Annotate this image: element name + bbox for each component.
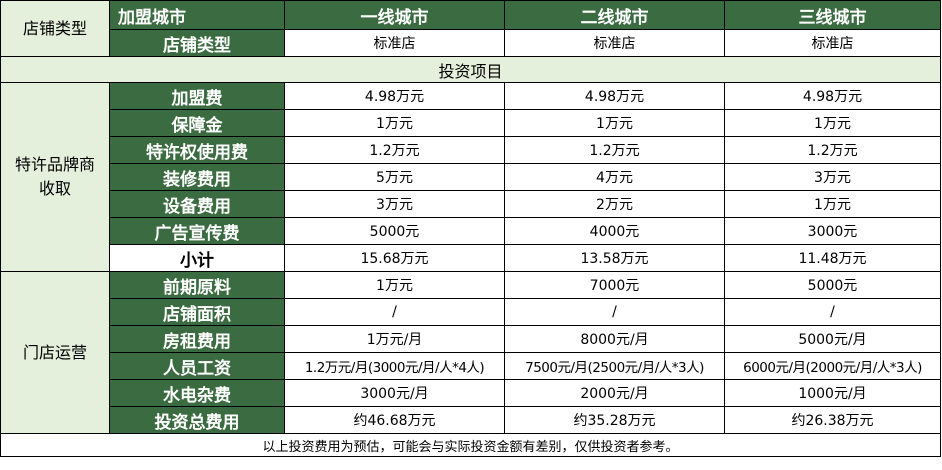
cell-tier-3: 3万元 [724, 163, 941, 191]
cell-tier-2: / [504, 298, 725, 326]
cell-tier-2: 7500元/月(2500元/月/人*3人) [504, 352, 725, 380]
group-label-store-operation: 门店运营 [0, 271, 110, 434]
cell-tier-3: 1万元 [724, 109, 941, 137]
cell-tier-1: 4.98万元 [284, 82, 505, 110]
city-tier-1: 一线城市 [284, 0, 505, 30]
cell-tier-1: 1万元/月 [284, 325, 505, 353]
footnote-row: 以上投资费用为预估，可能会与实际投资金额有差别，仅供投资者参考。 [0, 433, 941, 457]
row-label: 投资总费用 [109, 406, 285, 434]
cell-tier-1: 约46.68万元 [284, 406, 505, 434]
cell-tier-2: 2万元 [504, 190, 725, 218]
cell-tier-3: / [724, 298, 941, 326]
row-label: 装修费用 [109, 163, 285, 191]
cell-tier-1: 1万元 [284, 271, 505, 299]
table-row-store-area: 店铺面积 / / / [1, 298, 941, 326]
row-label: 设备费用 [109, 190, 285, 218]
investment-table: 店铺类型 加盟城市 一线城市 二线城市 三线城市 店铺类型 标准店 标准店 标准… [0, 0, 941, 457]
row-label: 保障金 [109, 109, 285, 137]
cell-tier-2: 1万元 [504, 109, 725, 137]
cell-tier-2: 4.98万元 [504, 82, 725, 110]
footnote: 以上投资费用为预估，可能会与实际投资金额有差别，仅供投资者参考。 [0, 433, 941, 457]
cell-tier-3: 约26.38万元 [724, 406, 941, 434]
table-row-decoration: 装修费用 5万元 4万元 3万元 [1, 163, 941, 191]
cell-tier-1: / [284, 298, 505, 326]
side-label-store-type: 店铺类型 [0, 0, 110, 57]
cell-tier-2: 4万元 [504, 163, 725, 191]
section-row: 投资项目 [0, 56, 941, 83]
table-row-total: 投资总费用 约46.68万元 约35.28万元 约26.38万元 [1, 406, 941, 434]
cell-tier-2: 1.2万元 [504, 136, 725, 164]
row-label: 店铺面积 [109, 298, 285, 326]
row-label: 广告宣传费 [109, 217, 285, 245]
cell-tier-1: 1.2万元 [284, 136, 505, 164]
store-type-label: 店铺类型 [109, 29, 285, 57]
cell-tier-3: 4.98万元 [724, 82, 941, 110]
cell-tier-3: 1000元/月 [724, 379, 941, 407]
table-row-advertising: 广告宣传费 5000元 4000元 3000元 [1, 217, 941, 245]
table-row-utilities: 水电杂费 3000元/月 2000元/月 1000元/月 [1, 379, 941, 407]
city-label: 加盟城市 [109, 0, 285, 30]
table-row-raw-materials: 门店运营 前期原料 1万元 7000元 5000元 [0, 271, 941, 434]
cell-tier-3: 1万元 [724, 190, 941, 218]
row-label: 房租费用 [109, 325, 285, 353]
cell-tier-2: 约35.28万元 [504, 406, 725, 434]
cell-tier-1: 5000元 [284, 217, 505, 245]
cell-tier-2: 4000元 [504, 217, 725, 245]
city-tier-3: 三线城市 [724, 0, 941, 30]
cell-tier-3: 6000元/月(2000元/月/人*3人) [724, 352, 941, 380]
table-row-royalty: 特许权使用费 1.2万元 1.2万元 1.2万元 [1, 136, 941, 164]
store-type-tier-1: 标准店 [284, 29, 505, 57]
table-row-rent: 房租费用 1万元/月 8000元/月 5000元/月 [1, 325, 941, 353]
cell-tier-2: 7000元 [504, 271, 725, 299]
table-row-salary: 人员工资 1.2万元/月(3000元/月/人*4人) 7500元/月(2500元… [1, 352, 941, 380]
cell-tier-3: 3000元 [724, 217, 941, 245]
table-row-equipment: 设备费用 3万元 2万元 1万元 [1, 190, 941, 218]
cell-tier-1: 1.2万元/月(3000元/月/人*4人) [284, 352, 505, 380]
cell-tier-3: 5000元/月 [724, 325, 941, 353]
row-label: 人员工资 [109, 352, 285, 380]
table-row-deposit: 保障金 1万元 1万元 1万元 [1, 109, 941, 137]
store-type-tier-2: 标准店 [504, 29, 725, 57]
city-tier-2: 二线城市 [504, 0, 725, 30]
header-row-store-types: 店铺类型 标准店 标准店 标准店 [1, 29, 941, 57]
cell-tier-3: 5000元 [724, 271, 941, 299]
cell-tier-1: 3000元/月 [284, 379, 505, 407]
store-type-tier-3: 标准店 [724, 29, 941, 57]
cell-tier-1: 1万元 [284, 109, 505, 137]
section-title: 投资项目 [0, 56, 941, 83]
cell-tier-3: 1.2万元 [724, 136, 941, 164]
cell-tier-1: 5万元 [284, 163, 505, 191]
table-row-franchise-fee: 特许品牌商收取 加盟费 4.98万元 4.98万元 4.98万元 [0, 82, 941, 272]
header-row-cities: 店铺类型 加盟城市 一线城市 二线城市 三线城市 [0, 0, 941, 57]
table-row-subtotal: 小计 15.68万元 13.58万元 11.48万元 [1, 244, 941, 272]
row-label: 小计 [109, 244, 285, 272]
row-label: 水电杂费 [109, 379, 285, 407]
cell-tier-2: 8000元/月 [504, 325, 725, 353]
cell-tier-1: 3万元 [284, 190, 505, 218]
cell-tier-1: 15.68万元 [284, 244, 505, 272]
row-label: 加盟费 [109, 82, 285, 110]
row-label: 特许权使用费 [109, 136, 285, 164]
row-label: 前期原料 [109, 271, 285, 299]
group-label-franchisor: 特许品牌商收取 [0, 82, 110, 272]
cell-tier-2: 2000元/月 [504, 379, 725, 407]
cell-tier-2: 13.58万元 [504, 244, 725, 272]
cell-tier-3: 11.48万元 [724, 244, 941, 272]
